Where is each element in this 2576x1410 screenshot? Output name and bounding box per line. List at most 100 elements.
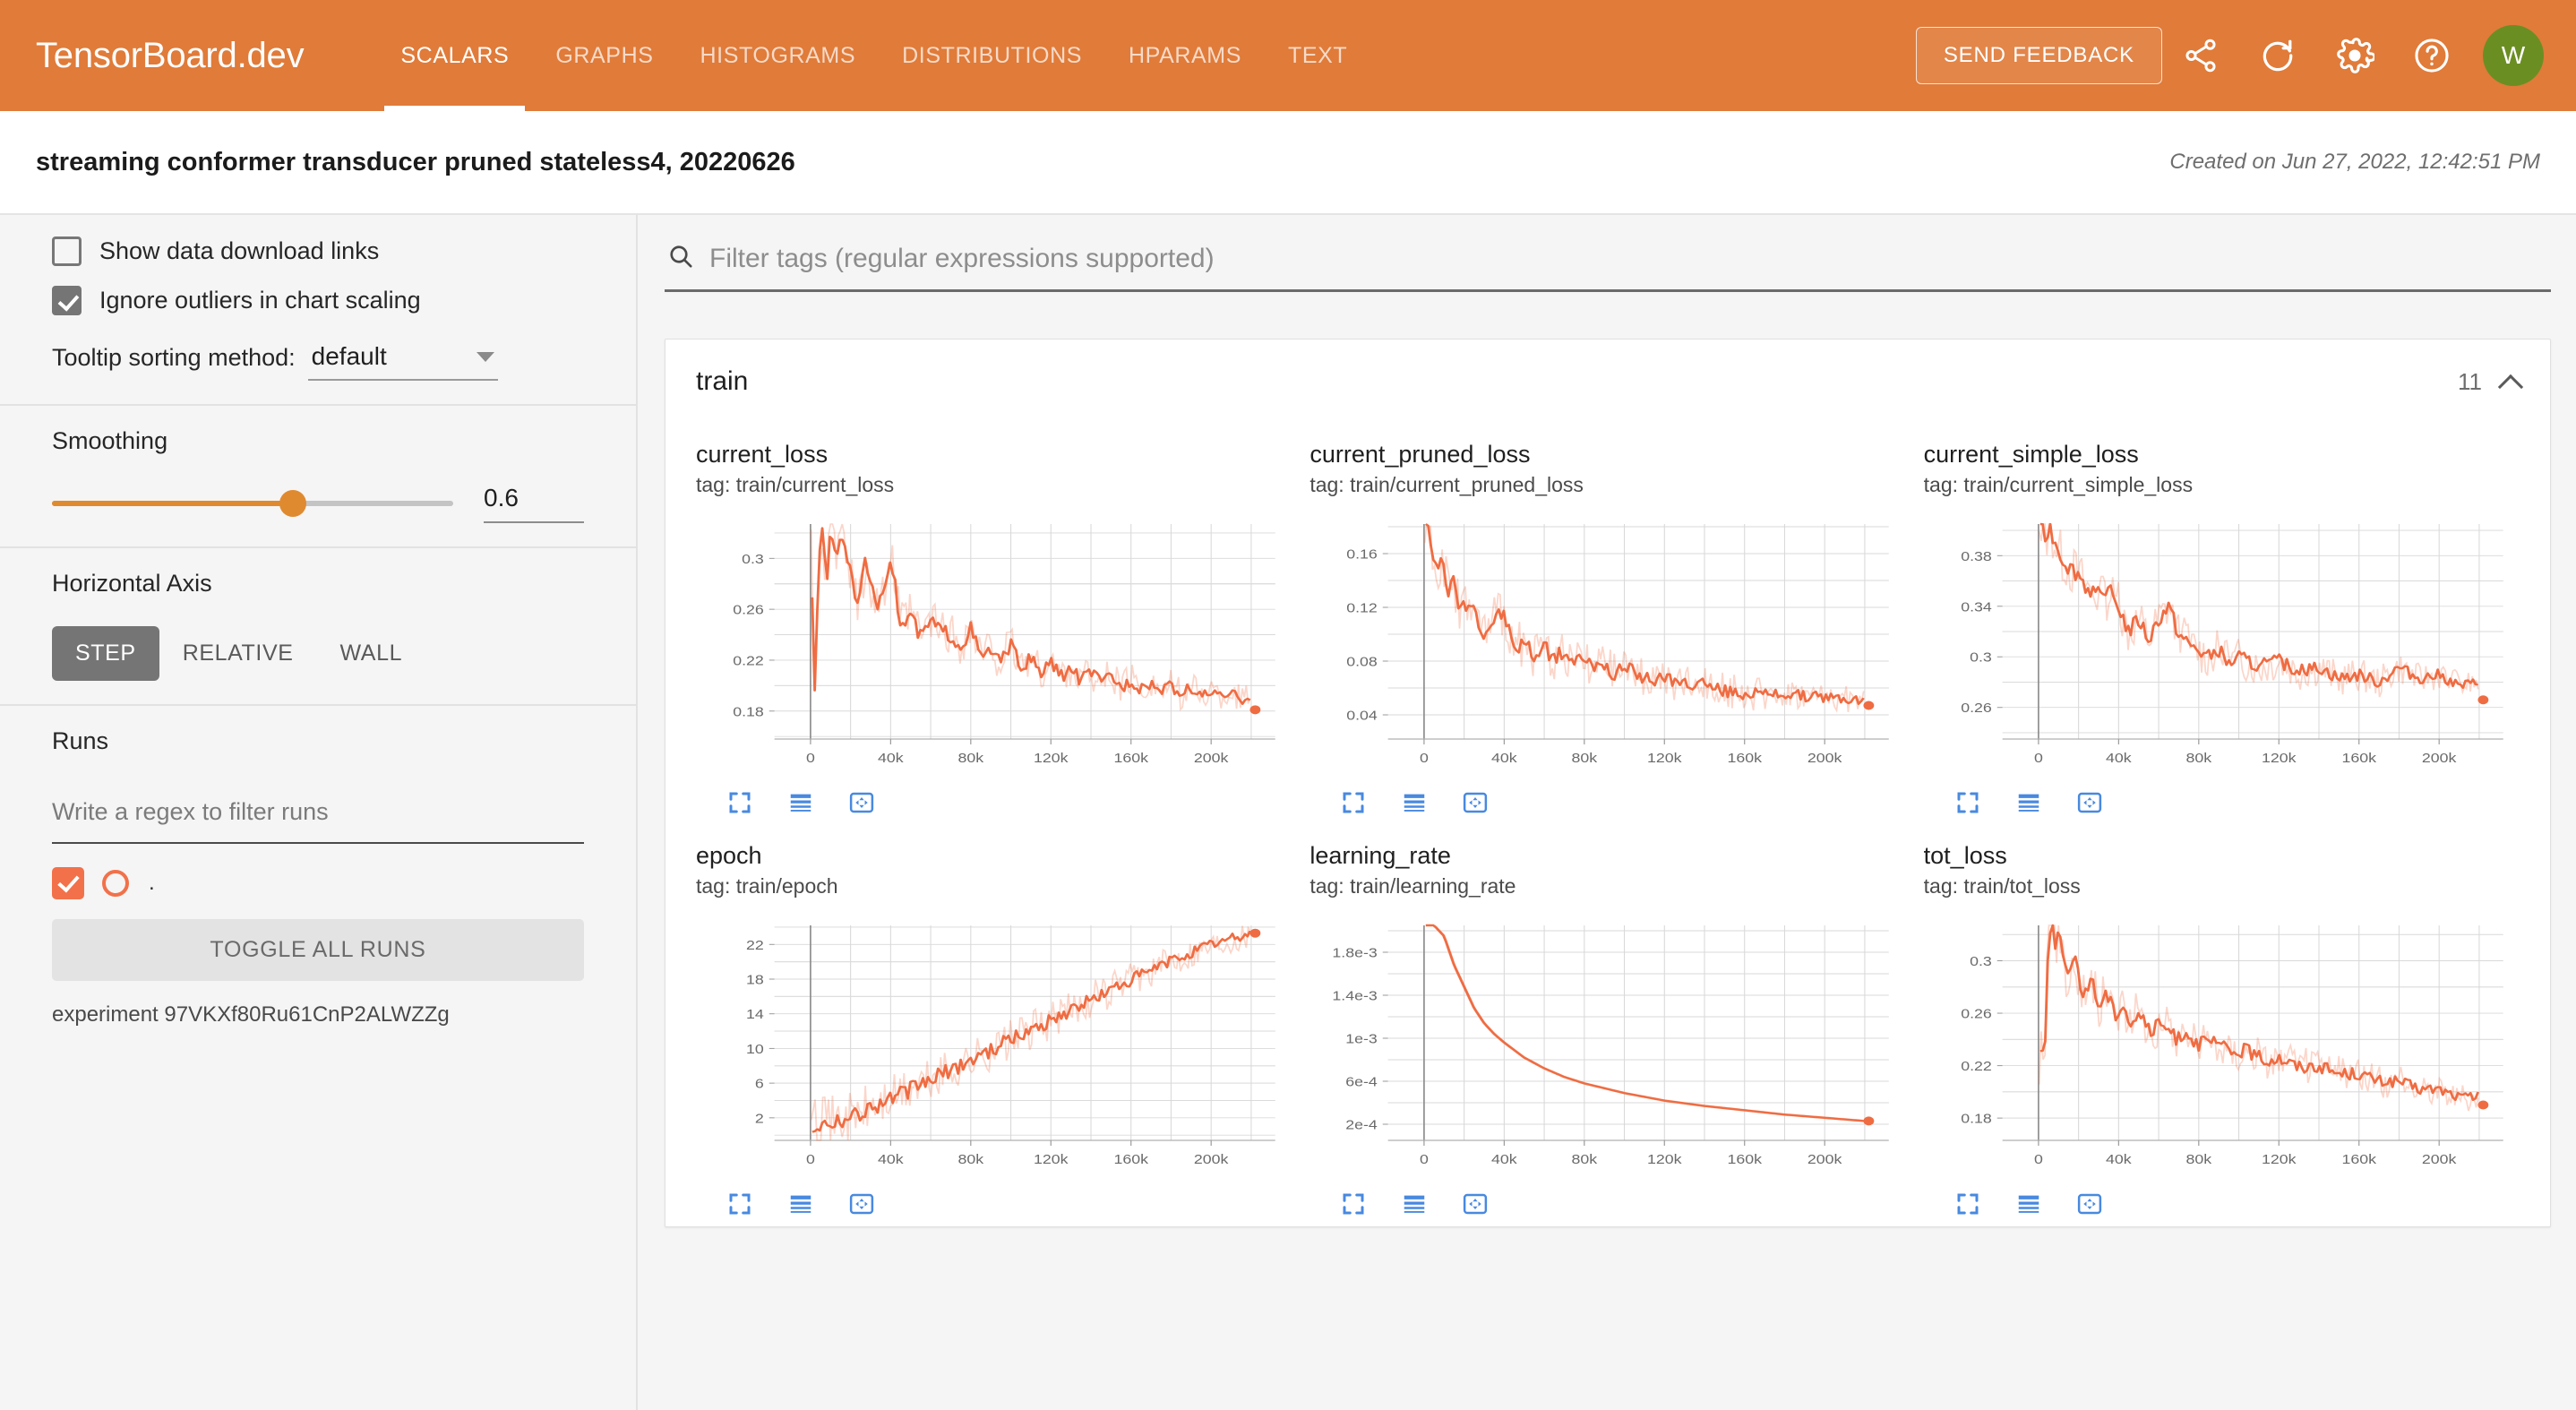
toggle-all-runs-button[interactable]: TOGGLE ALL RUNS	[52, 919, 584, 981]
gear-icon[interactable]	[2316, 17, 2393, 94]
pan-reset-icon[interactable]	[848, 789, 875, 816]
tab-text[interactable]: TEXT	[1265, 0, 1370, 111]
data-table-icon[interactable]	[2015, 789, 2042, 816]
pan-reset-icon[interactable]	[2076, 1191, 2103, 1217]
chart-card-current-pruned-loss: current_pruned_loss tag: train/current_pr…	[1309, 424, 1923, 825]
svg-text:200k: 200k	[1194, 1152, 1229, 1166]
svg-text:200k: 200k	[2422, 1152, 2457, 1166]
ignore-outliers-label: Ignore outliers in chart scaling	[99, 287, 421, 314]
chart-plot[interactable]: 0.18 0.22 0.26 0.3 0 40k 80k 120k 160k 200k	[696, 512, 1290, 780]
chart-plot[interactable]: 2 6 10 14 18 22 0 40k 80k 120k 160k 200k	[696, 913, 1290, 1182]
data-table-icon[interactable]	[787, 789, 814, 816]
smoothing-slider-thumb[interactable]	[279, 490, 306, 517]
run-list-item[interactable]: .	[52, 867, 584, 899]
app-logo[interactable]: TensorBoard.dev	[36, 35, 305, 75]
tooltip-sorting-row: Tooltip sorting method: default	[52, 342, 584, 381]
svg-text:0.18: 0.18	[1961, 1112, 1992, 1126]
pan-reset-icon[interactable]	[1462, 789, 1489, 816]
pan-reset-icon[interactable]	[1462, 1191, 1489, 1217]
ignore-outliers-row[interactable]: Ignore outliers in chart scaling	[52, 286, 584, 315]
chart-plot[interactable]: 0.04 0.08 0.12 0.16 0 40k 80k 120k 160k 200k	[1309, 512, 1903, 780]
svg-text:0.22: 0.22	[1961, 1059, 1992, 1073]
fullscreen-icon[interactable]	[1340, 1191, 1367, 1217]
axis-option-wall[interactable]: WALL	[339, 641, 403, 666]
tag-filter-input[interactable]	[708, 242, 2551, 275]
svg-text:80k: 80k	[2185, 1152, 2211, 1166]
chart-plot[interactable]: 0.18 0.22 0.26 0.3 0 40k 80k 120k 160k 200k	[1924, 913, 2518, 1182]
tab-histograms[interactable]: HISTOGRAMS	[677, 0, 880, 111]
chart-toolbar	[696, 780, 1290, 821]
show-download-links-checkbox[interactable]	[52, 236, 82, 266]
smoothing-section: Smoothing 0.6	[0, 406, 636, 546]
runs-filter-input[interactable]	[52, 791, 584, 844]
tab-hparams[interactable]: HPARAMS	[1105, 0, 1265, 111]
scalars-panel: train 11 current_loss tag: train/current_…	[638, 215, 2576, 1410]
chart-card-learning-rate: learning_rate tag: train/learning_rate 2e-…	[1309, 825, 1923, 1226]
data-table-icon[interactable]	[787, 1191, 814, 1217]
smoothing-slider-row: 0.6	[52, 484, 584, 523]
svg-text:160k: 160k	[1113, 751, 1148, 765]
page-title: streaming conformer transducer pruned st…	[36, 147, 795, 176]
header-actions: SEND FEEDBACK	[1915, 17, 2544, 94]
smoothing-value-input[interactable]: 0.6	[484, 484, 584, 523]
ignore-outliers-checkbox[interactable]	[52, 286, 82, 315]
help-icon[interactable]	[2393, 17, 2470, 94]
tooltip-sorting-select[interactable]: default	[307, 342, 498, 381]
chart-plot[interactable]: 2e-4 6e-4 1e-3 1.4e-3 1.8e-3 0 40k 80k 120k 160k 2…	[1309, 913, 1903, 1182]
svg-text:120k: 120k	[1647, 1152, 1682, 1166]
chart-tag: tag: train/learning_rate	[1309, 873, 1516, 898]
share-icon[interactable]	[2162, 17, 2239, 94]
axis-option-relative[interactable]: RELATIVE	[182, 641, 294, 666]
svg-text:80k: 80k	[2185, 751, 2211, 765]
tab-graphs[interactable]: GRAPHS	[532, 0, 676, 111]
svg-text:0: 0	[1420, 751, 1429, 765]
svg-text:120k: 120k	[2262, 1152, 2297, 1166]
created-timestamp: Created on Jun 27, 2022, 12:42:51 PM	[2169, 150, 2540, 174]
svg-text:0.16: 0.16	[1347, 547, 1378, 562]
fullscreen-icon[interactable]	[726, 1191, 753, 1217]
chart-tag: tag: train/epoch	[696, 873, 838, 898]
svg-text:80k: 80k	[1572, 751, 1598, 765]
chart-title: epoch	[696, 841, 762, 869]
svg-text:0.26: 0.26	[1961, 701, 1992, 715]
send-feedback-button[interactable]: SEND FEEDBACK	[1915, 27, 2162, 84]
data-table-icon[interactable]	[1401, 1191, 1428, 1217]
chevron-up-icon[interactable]	[2497, 374, 2524, 400]
tooltip-sorting-value: default	[311, 342, 387, 370]
runs-section: Runs . TOGGLE ALL RUNS experiment 97VKXf…	[0, 706, 636, 1051]
chart-title: current_pruned_loss	[1309, 441, 1531, 468]
horizontal-axis-label: Horizontal Axis	[52, 570, 212, 597]
svg-text:80k: 80k	[1572, 1152, 1598, 1166]
pan-reset-icon[interactable]	[848, 1191, 875, 1217]
fullscreen-icon[interactable]	[726, 789, 753, 816]
smoothing-slider[interactable]	[52, 490, 453, 517]
axis-option-step[interactable]: STEP	[52, 626, 159, 681]
run-checkbox[interactable]	[52, 867, 84, 899]
tab-distributions[interactable]: DISTRIBUTIONS	[879, 0, 1105, 111]
data-table-icon[interactable]	[2015, 1191, 2042, 1217]
data-table-icon[interactable]	[1401, 789, 1428, 816]
horizontal-axis-options: STEP RELATIVE WALL	[52, 626, 584, 681]
tab-scalars[interactable]: SCALARS	[377, 0, 532, 111]
pan-reset-icon[interactable]	[2076, 789, 2103, 816]
svg-text:2: 2	[755, 1111, 764, 1125]
svg-text:0: 0	[806, 751, 815, 765]
svg-text:0.34: 0.34	[1961, 599, 1992, 614]
refresh-icon[interactable]	[2239, 17, 2316, 94]
smoothing-slider-fill	[52, 501, 293, 506]
chart-toolbar	[1309, 1182, 1903, 1223]
svg-text:18: 18	[746, 973, 764, 987]
fullscreen-icon[interactable]	[1954, 789, 1981, 816]
chart-toolbar	[1924, 1182, 2518, 1223]
chart-plot[interactable]: 0.26 0.3 0.34 0.38 0 40k 80k 120k 160k 200k	[1924, 512, 2518, 780]
svg-text:0.22: 0.22	[733, 654, 764, 668]
avatar[interactable]: W	[2483, 25, 2544, 86]
fullscreen-icon[interactable]	[1954, 1191, 1981, 1217]
svg-text:40k: 40k	[878, 751, 904, 765]
fullscreen-icon[interactable]	[1340, 789, 1367, 816]
svg-text:200k: 200k	[1807, 1152, 1842, 1166]
show-download-links-row[interactable]: Show data download links	[52, 236, 584, 266]
tag-group-header[interactable]: train 11	[665, 340, 2550, 424]
svg-text:0.26: 0.26	[1961, 1007, 1992, 1021]
tab-scalars-label: SCALARS	[400, 42, 510, 68]
